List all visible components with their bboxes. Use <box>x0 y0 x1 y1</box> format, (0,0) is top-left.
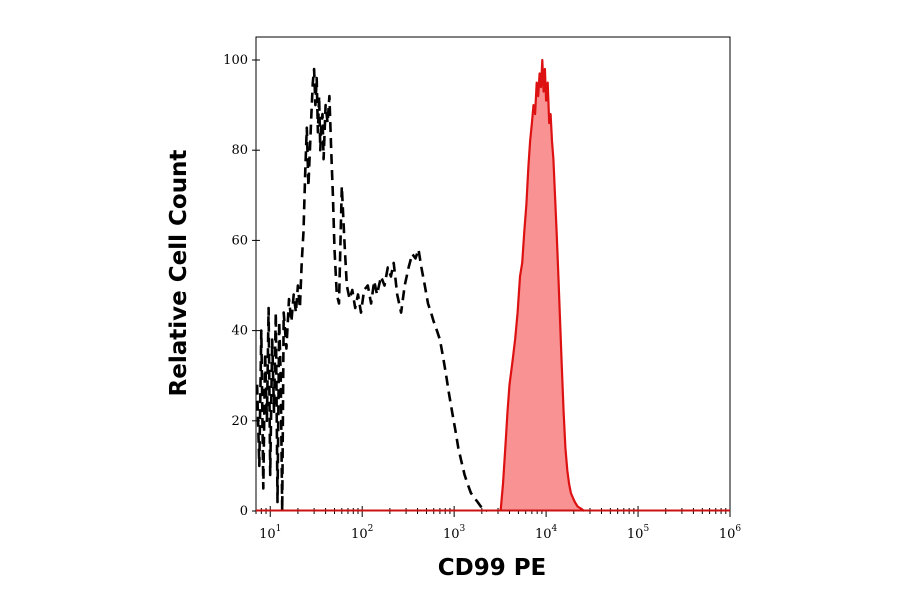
y-tick-label: 20 <box>231 414 248 429</box>
x-tick-exponent: 2 <box>368 524 374 534</box>
x-tick-base: 10 <box>351 527 368 542</box>
x-axis-title: CD99 PE <box>438 555 547 581</box>
x-tick-exponent: 4 <box>552 524 558 534</box>
x-tick-label: 102 <box>351 524 373 542</box>
x-tick-exponent: 5 <box>643 524 649 534</box>
y-axis-title: Relative Cell Count <box>166 150 192 397</box>
y-tick-label: 0 <box>240 504 248 519</box>
x-tick-label: 105 <box>627 524 650 542</box>
x-tick-exponent: 3 <box>460 524 466 534</box>
series-1-area <box>500 60 585 511</box>
x-tick-base: 10 <box>719 527 736 542</box>
y-tick-label: 60 <box>231 233 248 248</box>
series-0-line <box>255 67 489 513</box>
x-tick-label: 101 <box>259 524 281 542</box>
x-tick-base: 10 <box>535 527 552 542</box>
y-axis-ticks: 0 20 40 60 80 100 <box>223 53 260 519</box>
x-tick-base: 10 <box>259 527 276 542</box>
series-layer <box>255 58 730 513</box>
x-tick-label: 106 <box>719 524 742 542</box>
series-1-line <box>499 58 585 512</box>
plot-frame <box>255 36 731 512</box>
y-tick-label: 100 <box>223 53 248 68</box>
x-tick-exponent: 6 <box>735 524 741 534</box>
x-tick-label: 104 <box>535 524 558 542</box>
y-tick-label: 80 <box>231 143 248 158</box>
x-tick-exponent: 1 <box>276 524 282 534</box>
x-tick-base: 10 <box>627 527 644 542</box>
x-tick-base: 10 <box>443 527 460 542</box>
y-tick-label: 40 <box>231 324 248 339</box>
x-tick-label: 103 <box>443 524 466 542</box>
